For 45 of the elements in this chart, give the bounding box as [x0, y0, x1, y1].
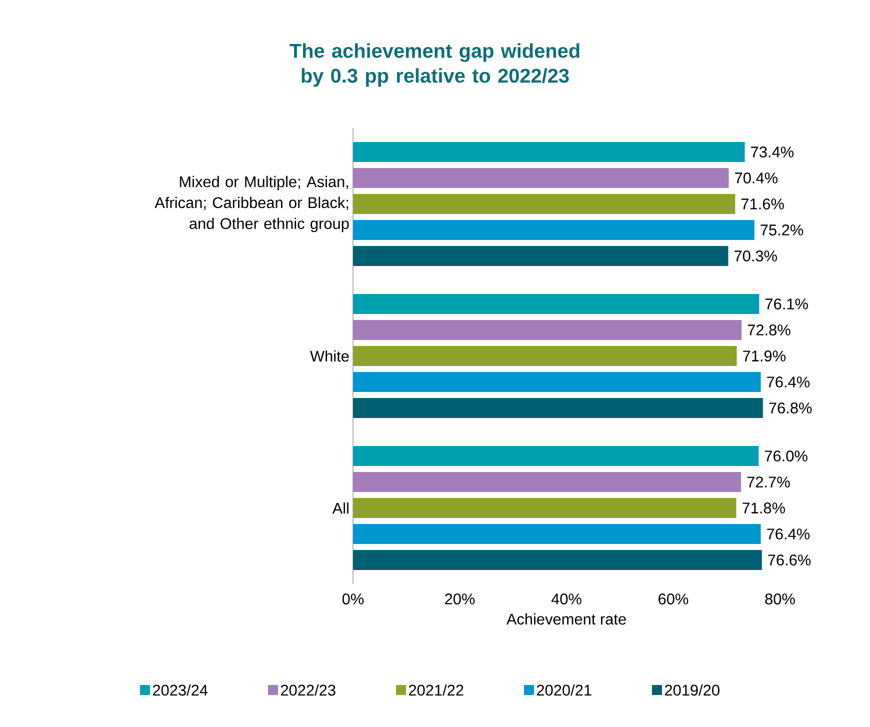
bar: [353, 320, 742, 340]
bar: [353, 372, 761, 392]
data-label: 73.4%: [751, 146, 794, 158]
bar: [353, 524, 761, 544]
legend-label: 2020/21: [536, 684, 592, 696]
x-tick-label: 80%: [765, 594, 795, 604]
x-axis-title: Achievement rate: [506, 613, 626, 625]
data-label: 71.8%: [742, 502, 785, 514]
bar: [353, 194, 736, 214]
bar: [353, 498, 736, 518]
bar: [353, 220, 754, 240]
bar: [353, 550, 762, 570]
bar: [353, 142, 745, 162]
data-label: 76.4%: [767, 528, 810, 540]
chart-title: The achievement gap widened by 0.3 pp relative to 2022/23: [290, 43, 580, 87]
x-tick-label: 60%: [658, 594, 688, 604]
bar: [353, 294, 760, 314]
bar: [353, 446, 759, 466]
data-label: 70.3%: [734, 250, 777, 262]
data-label: 70.4%: [735, 172, 778, 184]
x-tick-label: 0%: [342, 594, 364, 604]
data-label: 72.7%: [747, 476, 790, 488]
data-label: 76.6%: [768, 554, 811, 566]
y-tick-label: All: [332, 502, 348, 514]
bar: [353, 346, 737, 366]
data-label: 76.1%: [766, 298, 808, 310]
bar: [353, 472, 742, 492]
data-label: 75.2%: [760, 224, 804, 236]
bar: [353, 246, 728, 266]
data-label: 76.8%: [769, 402, 812, 414]
data-label: 71.6%: [741, 198, 784, 210]
legend-label: 2022/23: [280, 684, 336, 696]
x-tick-label: 20%: [445, 594, 475, 604]
legend-label: 2023/24: [152, 684, 208, 696]
legend-label: 2021/22: [408, 684, 464, 696]
data-label: 71.9%: [743, 350, 786, 362]
legend-label: 2019/20: [664, 684, 720, 696]
x-tick-label: 40%: [551, 594, 582, 604]
y-tick-label: White: [310, 350, 349, 362]
data-label: 76.0%: [764, 450, 808, 462]
data-label: 76.4%: [767, 376, 810, 388]
bar: [353, 168, 729, 188]
bar: [353, 398, 763, 418]
y-tick-label: Mixed or Multiple; Asian, African; Caribbean or Black; and Other ethnic group: [154, 176, 349, 232]
data-label: 72.8%: [748, 324, 790, 336]
